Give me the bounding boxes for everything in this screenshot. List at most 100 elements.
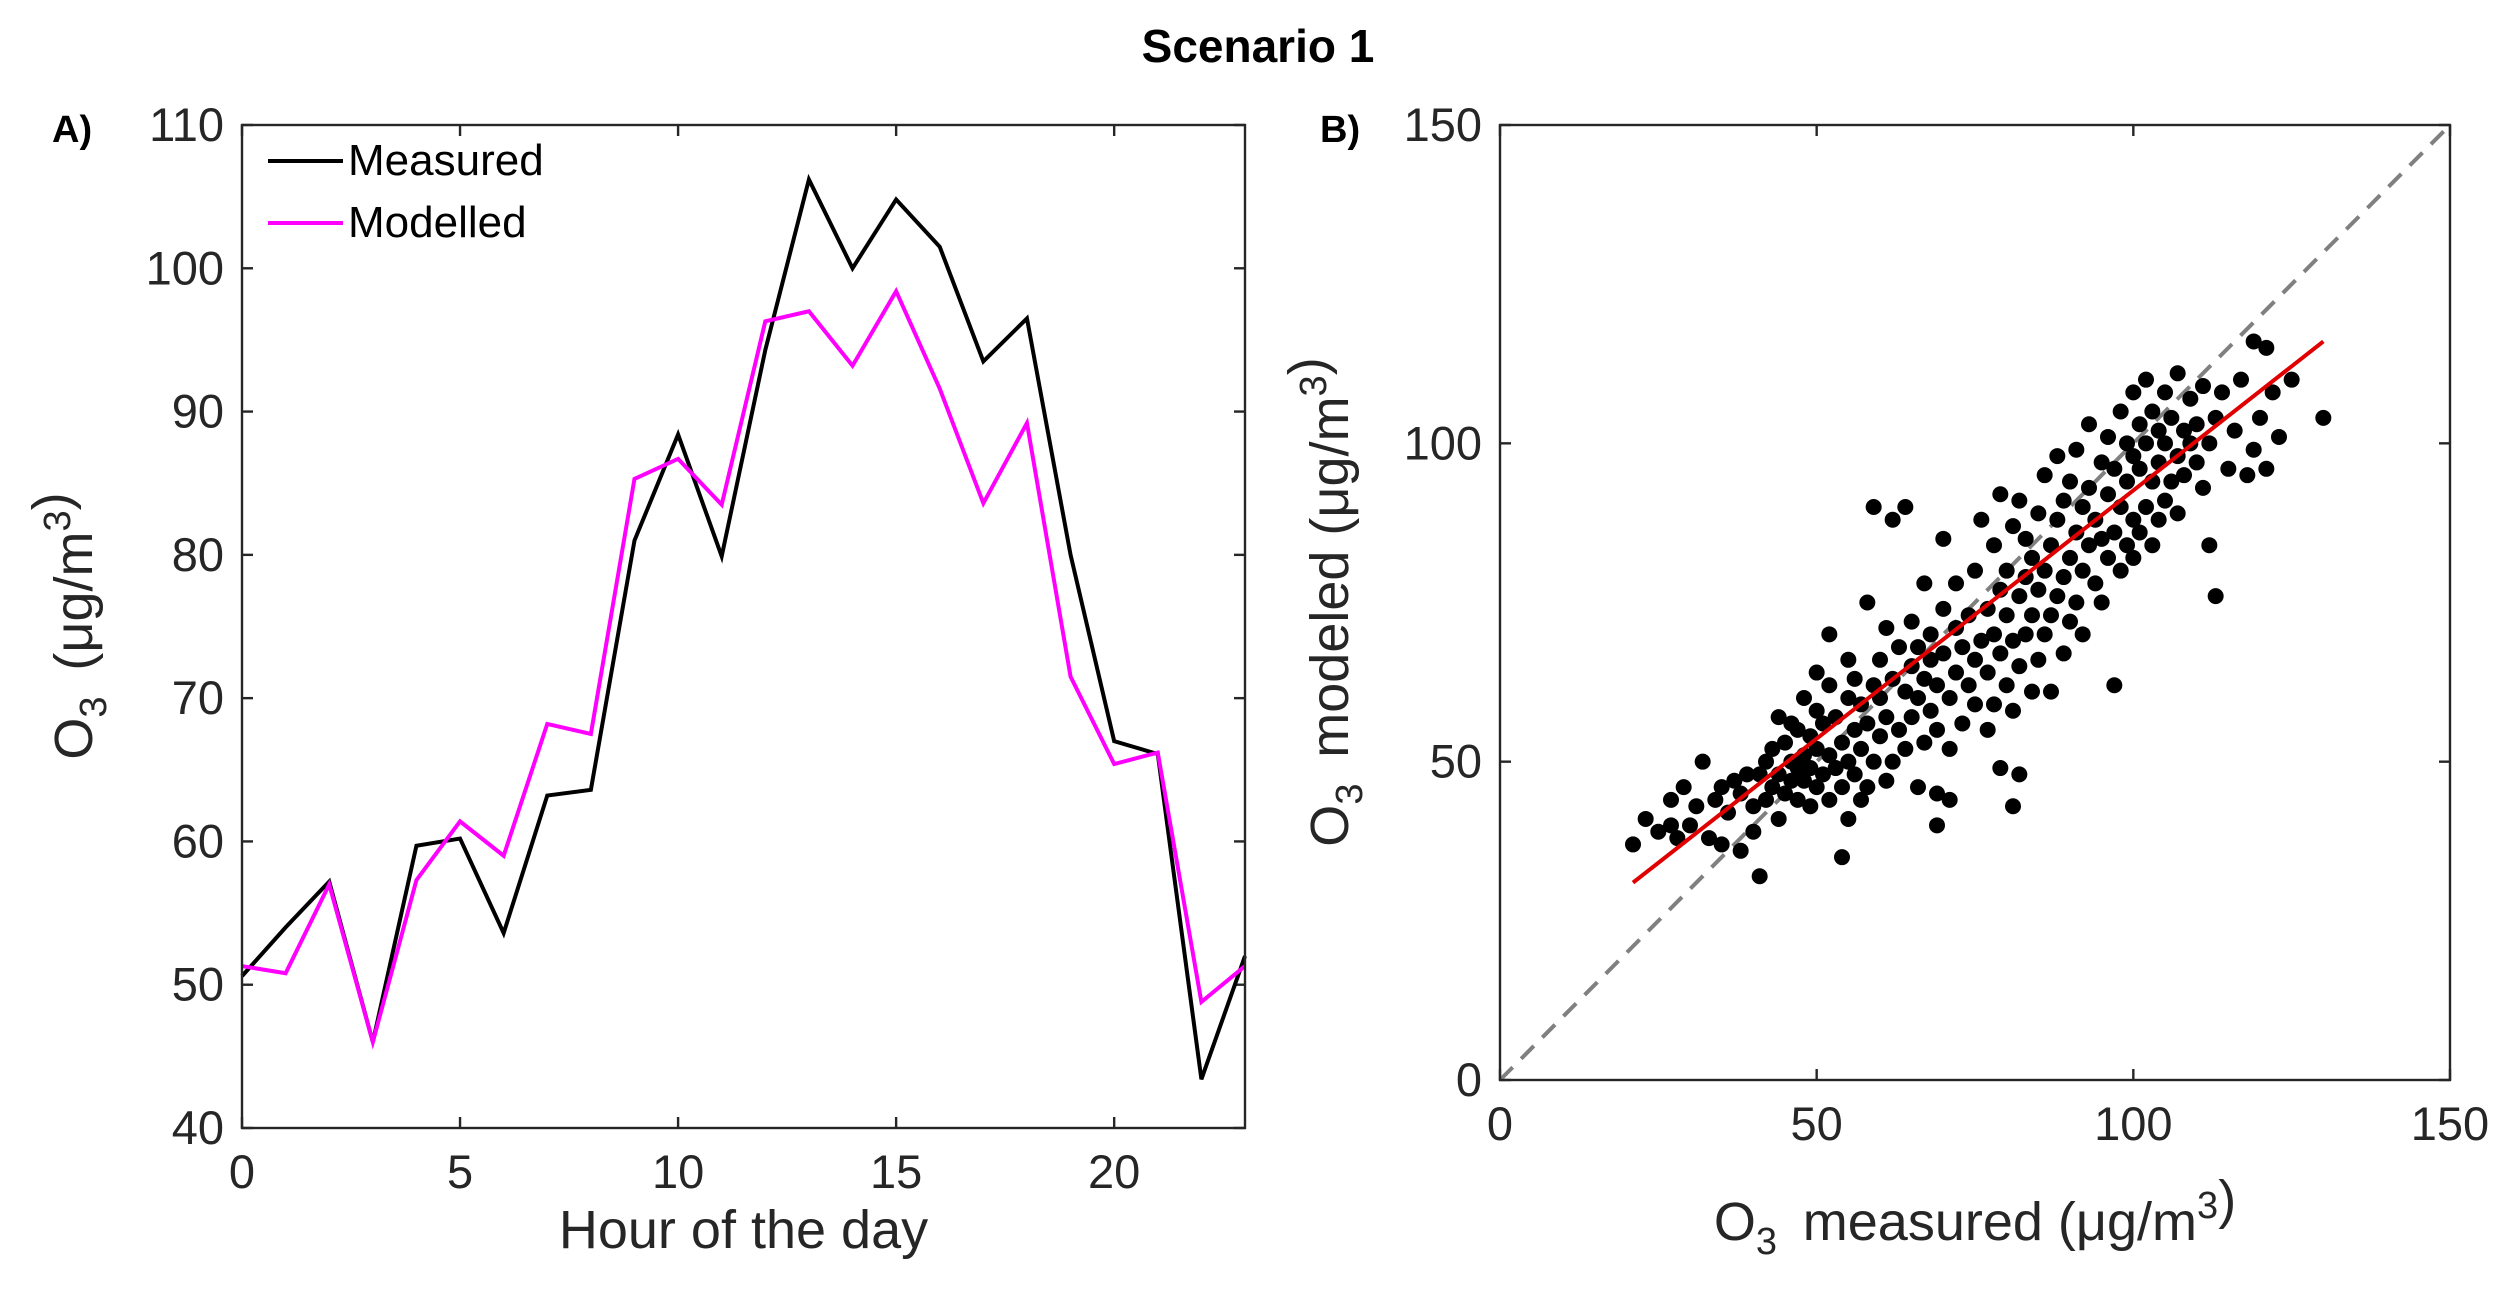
scatter-point [1878,619,1895,636]
series-line-modelled [241,286,1247,1050]
scatter-point [1821,677,1838,694]
scatter-point [2176,422,2192,439]
scatter-point [2182,390,2199,407]
scatter-point [2119,473,2135,490]
scatter-point [1802,798,1819,815]
scatter-point [2195,378,2211,395]
scatter-point [2157,435,2173,452]
scatter-point [2195,479,2211,496]
scatter-point [1625,836,1641,853]
scatter-point [2150,511,2167,528]
scatter-point [2036,626,2053,643]
scatter-point [1998,677,2015,694]
scatter-point [1789,760,1806,777]
scatter-point [1897,740,1914,757]
scatter-point [2055,569,2072,586]
scatter-point [2100,549,2116,566]
panel-a-y-tick-label: 60 [172,814,224,867]
panel-a-y-tick-label: 40 [172,1101,224,1154]
legend-label-modelled: Modelled [348,198,527,247]
scatter-point [2100,486,2116,503]
scatter-point [1954,715,1971,732]
scatter-point [1941,740,1958,757]
scatter-point [1682,817,1698,834]
scatter-point [1897,683,1914,700]
scatter-point [2150,422,2167,439]
scatter-point [1720,804,1736,821]
panel-b-y-tick-label: 100 [1404,416,1482,469]
scatter-point [1979,664,1996,681]
scatter-point [2220,460,2237,477]
panel-a-y-tick-label: 110 [149,98,224,151]
panel-b-x-tick-label: 150 [2411,1097,2489,1150]
scatter-point [2125,549,2142,566]
scatter-point [1973,632,1990,649]
scatter-point [2043,537,2059,554]
scatter-point [2049,588,2066,605]
scatter-point [1998,562,2015,579]
panel-b-x-axis-label: O3 measured (μg/m3) [1714,1170,2236,1263]
scatter-point [1910,690,1926,706]
scatter-point [1859,779,1876,796]
scatter-point [1891,639,1907,656]
panel-a-x-axis-label: Hour of the day [559,1200,928,1260]
panel-b-y-tick-label: 150 [1404,98,1482,151]
scatter-point [2030,651,2047,668]
scatter-point [1637,810,1654,827]
scatter-point [1777,734,1793,751]
panel-a-axes-box [240,123,1247,1130]
scatter-point [1948,664,1964,681]
scatter-point [1979,600,1996,617]
scatter-point [2245,441,2262,458]
panel-a-y-tick-label: 90 [172,385,224,438]
scatter-point [2144,403,2161,420]
scatter-point [1878,709,1895,726]
scatter-point [1859,594,1876,611]
scatter-point [1745,798,1762,815]
panel-a-x-tick-label: 0 [229,1145,255,1198]
scatter-point [2093,454,2110,471]
scatter-point [2030,505,2047,522]
scatter-point [2233,371,2249,388]
scatter-point [1796,690,1812,706]
scatter-point [2055,492,2072,509]
scatter-point [1967,696,1983,713]
scatter-point [1986,626,2002,643]
panel-b-points [1625,333,2332,885]
panel-a-letter: A) [52,109,92,151]
scatter-point [1910,779,1926,796]
series-line-measured [240,173,1247,1080]
scatter-point [1840,690,1857,706]
scatter-point [1872,728,1888,745]
panel-b-y-tick-label: 50 [1430,735,1482,788]
scatter-point [1859,715,1876,732]
scatter-point [1853,791,1869,808]
scatter-point [1808,740,1825,757]
scatter-point [1846,721,1863,738]
scatter-point [2024,607,2040,624]
legend-label-measured: Measured [348,136,544,185]
scatter-point [2062,473,2078,490]
scatter-point [1891,721,1907,738]
scatter-point [2163,473,2180,490]
panel-b-axes-box [1498,123,2452,1082]
scatter-point [2005,702,2021,719]
scatter-point [1986,537,2002,554]
scatter-point [1922,702,1939,719]
scatter-point [1992,486,2009,503]
scatter-point [2062,549,2078,566]
scatter-point [1884,511,1901,528]
scatter-point [2093,594,2110,611]
scatter-point [2049,511,2066,528]
scatter-point [2106,524,2123,541]
scatter-point [2017,530,2034,547]
scatter-point [1967,651,1983,668]
scatter-point [1815,766,1831,783]
scatter-point [2106,677,2123,694]
scatter-point [2119,435,2135,452]
scatter-point [2207,588,2224,605]
scatter-point [1821,791,1838,808]
scatter-point [2252,409,2268,426]
scatter-point [2201,435,2218,452]
scatter-point [1663,791,1679,808]
